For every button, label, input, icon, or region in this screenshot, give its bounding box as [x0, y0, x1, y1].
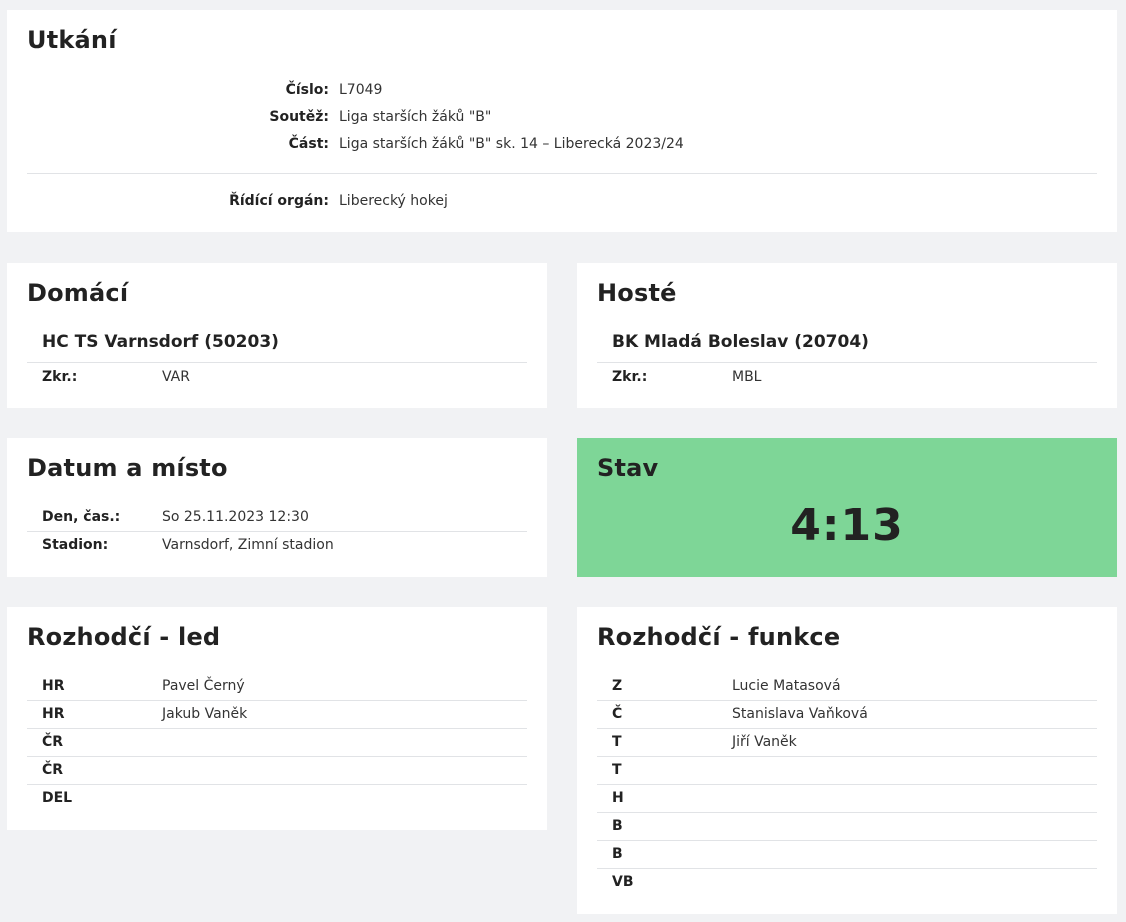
score-title: Stav: [597, 454, 659, 482]
datetime-value: So 25.11.2023 12:30: [162, 509, 309, 525]
authority-value: Liberecký hokej: [339, 193, 448, 209]
official-row: B: [597, 813, 1097, 841]
official-role: T: [612, 762, 622, 778]
referee-role: ČR: [42, 762, 64, 778]
official-role: B: [612, 846, 623, 862]
date-place-title: Datum a místo: [27, 454, 228, 482]
official-name: Jiří Vaněk: [732, 734, 797, 750]
datetime-row: Den, čas.: So 25.11.2023 12:30: [27, 504, 527, 532]
away-team-name: BK Mladá Boleslav (20704): [612, 332, 869, 352]
referee-row: HR Jakub Vaněk: [27, 701, 527, 729]
official-role: B: [612, 818, 623, 834]
date-place-card: Datum a místo Den, čas.: So 25.11.2023 1…: [7, 438, 547, 577]
referee-row: ČR: [27, 757, 527, 785]
stadium-value: Varnsdorf, Zimní stadion: [162, 537, 334, 553]
match-number-label: Číslo:: [285, 82, 329, 98]
home-title: Domácí: [27, 279, 129, 307]
referee-name: Pavel Černý: [162, 678, 245, 694]
match-card: Utkání Číslo: L7049 Soutěž: Liga staršíc…: [7, 10, 1117, 232]
competition-value: Liga starších žáků "B": [339, 109, 492, 125]
ice-referees-card: Rozhodčí - led HR Pavel Černý HR Jakub V…: [7, 607, 547, 830]
referee-name: Jakub Vaněk: [162, 706, 248, 722]
home-team-name: HC TS Varnsdorf (50203): [42, 332, 279, 352]
stadium-row: Stadion: Varnsdorf, Zimní stadion: [27, 532, 527, 560]
away-title: Hosté: [597, 279, 677, 307]
home-abbr-value: VAR: [162, 369, 190, 385]
official-row: T Jiří Vaněk: [597, 729, 1097, 757]
official-row: Č Stanislava Vaňková: [597, 701, 1097, 729]
divider: [27, 362, 527, 363]
home-abbr-row: Zkr.: VAR: [27, 364, 527, 392]
official-row: B: [597, 841, 1097, 869]
official-role: Č: [612, 706, 623, 722]
referee-role: HR: [42, 678, 65, 694]
competition-label: Soutěž:: [269, 109, 329, 125]
ice-referees-title: Rozhodčí - led: [27, 623, 221, 651]
official-role: H: [612, 790, 624, 806]
part-label: Část:: [288, 136, 329, 152]
score-card: Stav 4:13: [577, 438, 1117, 577]
away-abbr-label: Zkr.:: [612, 369, 648, 385]
referee-row: HR Pavel Černý: [27, 673, 527, 701]
official-name: Lucie Matasová: [732, 678, 841, 694]
referee-role: ČR: [42, 734, 64, 750]
away-abbr-value: MBL: [732, 369, 762, 385]
home-team-card: Domácí HC TS Varnsdorf (50203) Zkr.: VAR: [7, 263, 547, 408]
official-role: Z: [612, 678, 623, 694]
official-row: T: [597, 757, 1097, 785]
official-row: Z Lucie Matasová: [597, 673, 1097, 701]
authority-label: Řídící orgán:: [229, 193, 329, 209]
match-number-value: L7049: [339, 82, 383, 98]
official-role: T: [612, 734, 622, 750]
function-referees-title: Rozhodčí - funkce: [597, 623, 841, 651]
score-value: 4:13: [790, 500, 904, 551]
referee-role: HR: [42, 706, 65, 722]
divider: [27, 173, 1097, 174]
away-team-card: Hosté BK Mladá Boleslav (20704) Zkr.: MB…: [577, 263, 1117, 408]
match-title: Utkání: [27, 26, 117, 54]
home-abbr-label: Zkr.:: [42, 369, 78, 385]
stadium-label: Stadion:: [42, 537, 109, 553]
official-row: H: [597, 785, 1097, 813]
referee-row: ČR: [27, 729, 527, 757]
function-referees-card: Rozhodčí - funkce Z Lucie Matasová Č Sta…: [577, 607, 1117, 914]
divider: [597, 362, 1097, 363]
official-row: VB: [597, 869, 1097, 897]
datetime-label: Den, čas.:: [42, 509, 121, 525]
away-abbr-row: Zkr.: MBL: [597, 364, 1097, 392]
official-role: VB: [612, 874, 634, 890]
referee-row: DEL: [27, 785, 527, 813]
referee-role: DEL: [42, 790, 73, 806]
official-name: Stanislava Vaňková: [732, 706, 868, 722]
part-value: Liga starších žáků "B" sk. 14 – Libereck…: [339, 136, 684, 152]
